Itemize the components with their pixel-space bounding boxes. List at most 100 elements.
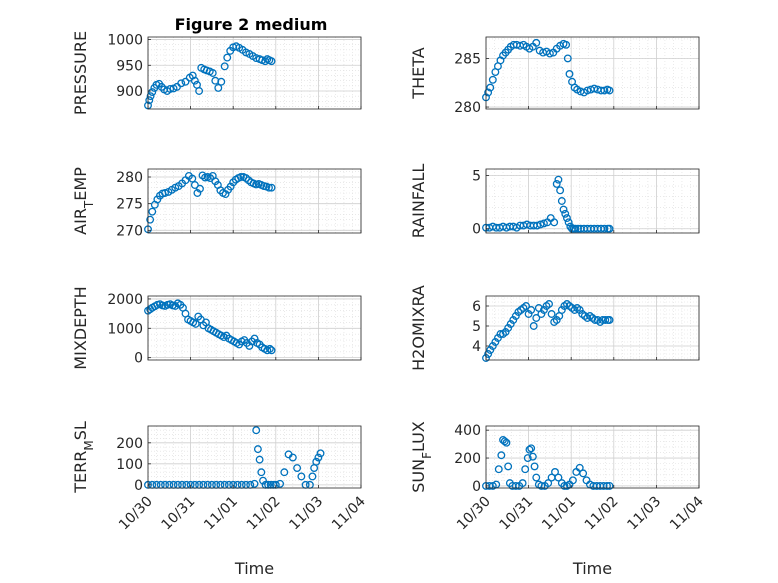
y-tick-label: 0 xyxy=(134,478,143,494)
x-tick-label: 11/03 xyxy=(286,494,326,534)
subplot-7: 0 100 200 TERRMSL 10/30 10/31 11/01 11/02 11/03 1… xyxy=(71,421,369,578)
axes-frame xyxy=(485,425,700,489)
y-tick-label: 1000 xyxy=(107,33,143,49)
data-point xyxy=(554,175,563,184)
data-point xyxy=(223,53,232,62)
y-tick-label: 100 xyxy=(116,457,143,473)
data-point xyxy=(217,77,226,86)
y-tick-label: 900 xyxy=(116,84,143,100)
data-point xyxy=(532,38,541,47)
data-point xyxy=(525,445,534,454)
data-point xyxy=(486,346,495,354)
data-point xyxy=(220,62,229,71)
data-point xyxy=(550,218,559,227)
data-point xyxy=(257,468,266,477)
y-tick-label: 275 xyxy=(116,197,143,213)
data-point xyxy=(146,215,155,224)
data-point xyxy=(488,342,497,350)
axes-frame xyxy=(485,168,700,234)
data-point xyxy=(214,83,223,92)
data-point xyxy=(530,462,539,471)
x-tick-label: 10/31 xyxy=(497,494,537,534)
data-point xyxy=(506,320,515,328)
y-label-subscript: T xyxy=(82,200,96,209)
x-tick-label: 11/04 xyxy=(667,493,707,533)
y-label-rest: LUX xyxy=(409,421,428,452)
data-point xyxy=(529,322,538,330)
y-tick-label: 270 xyxy=(116,223,143,239)
data-point xyxy=(190,181,199,189)
subplot-2: 280 285 THETA xyxy=(409,36,700,116)
data-point xyxy=(565,70,574,78)
y-axis-label: AIRTEMP xyxy=(71,167,96,235)
y-tick-label: 0 xyxy=(134,351,143,367)
y-tick-label: 0 xyxy=(472,479,481,495)
x-tick-label: 10/30 xyxy=(116,494,156,534)
subplot-3: 270 275 280 AIRTEMP xyxy=(71,167,362,239)
data-point xyxy=(208,69,217,77)
data-point xyxy=(280,468,289,477)
y-label-subscript: F xyxy=(420,452,434,459)
axes-frame xyxy=(147,168,362,234)
y-tick-label: 950 xyxy=(116,58,143,74)
x-tick-label: 11/03 xyxy=(624,494,664,534)
data-point xyxy=(504,462,513,471)
data-point xyxy=(518,479,527,488)
data-point xyxy=(568,476,577,485)
data-point xyxy=(575,306,584,314)
data-point xyxy=(157,82,166,91)
y-axis-label: THETA xyxy=(409,47,428,99)
data-point xyxy=(545,49,554,58)
data-point xyxy=(591,316,600,324)
axes-frame xyxy=(485,36,700,110)
data-point xyxy=(536,220,545,229)
y-tick-label: 4 xyxy=(472,339,481,355)
y-tick-label: 1000 xyxy=(107,321,143,337)
y-tick-label: 2000 xyxy=(107,292,143,308)
data-point xyxy=(502,438,511,447)
subplot-8: 0 200 400 SUNFLUX 10/30 10/31 11/01 11/02 11/03 1… xyxy=(409,421,707,578)
y-tick-label: 280 xyxy=(454,100,481,116)
data-point xyxy=(177,79,186,88)
y-tick-label: 5 xyxy=(472,168,481,184)
data-point xyxy=(571,224,580,233)
data-point xyxy=(265,344,274,353)
data-point xyxy=(146,92,155,101)
data-point xyxy=(267,183,276,192)
data-point xyxy=(196,184,204,193)
data-point xyxy=(544,479,553,488)
data-point xyxy=(590,84,599,93)
data-point xyxy=(559,205,568,214)
data-point xyxy=(308,472,317,481)
data-point xyxy=(190,76,199,85)
y-tick-label: 200 xyxy=(454,451,481,467)
data-point xyxy=(312,457,321,466)
data-point xyxy=(504,324,513,332)
data-point xyxy=(532,314,541,322)
y-label-rest: SL xyxy=(71,421,90,440)
data-point xyxy=(557,306,566,314)
data-point xyxy=(560,481,569,490)
data-point xyxy=(484,350,493,358)
subplot-4: 0 5 RAINFALL xyxy=(409,164,700,238)
x-tick-label: 11/02 xyxy=(582,494,622,534)
figure-title: Figure 2 medium xyxy=(175,15,328,34)
y-tick-label: 6 xyxy=(472,299,481,315)
data-point xyxy=(533,221,542,230)
data-point xyxy=(539,219,548,228)
x-axis-label: Time xyxy=(234,559,274,578)
data-point xyxy=(603,481,611,490)
subplot-1: 900 950 1000 PRESSURE xyxy=(71,31,362,115)
data-point xyxy=(148,207,157,216)
data-point xyxy=(191,319,200,328)
y-axis-label: TERRMSL xyxy=(71,421,96,494)
data-point xyxy=(557,197,566,205)
data-point xyxy=(496,330,505,338)
data-point xyxy=(488,75,497,84)
data-point xyxy=(547,310,556,318)
data-point xyxy=(527,444,536,453)
data-point xyxy=(528,452,537,461)
subplot-5: 0 1000 2000 MIXDEPTH xyxy=(71,286,362,370)
data-point xyxy=(293,464,302,472)
